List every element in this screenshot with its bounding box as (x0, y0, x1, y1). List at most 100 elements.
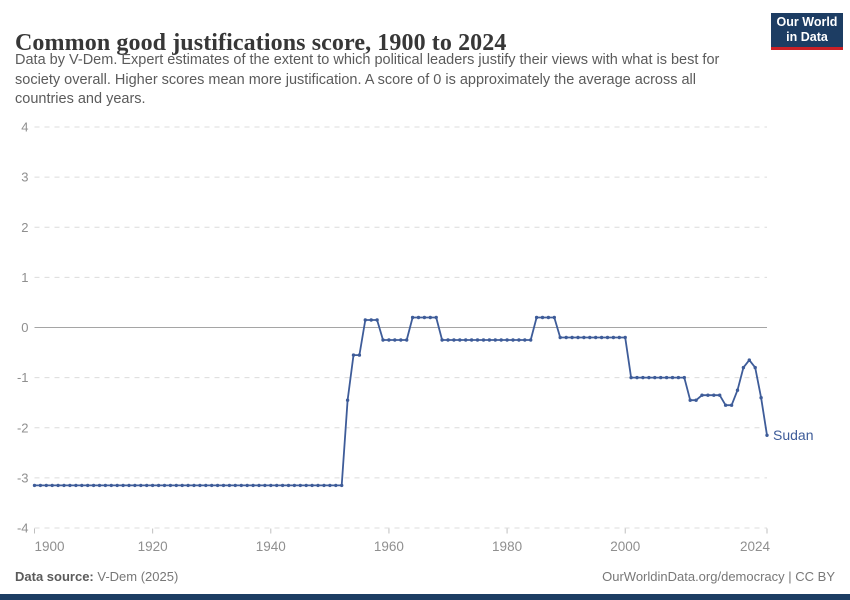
y-axis-tick-label: 4 (21, 120, 28, 135)
data-point (363, 318, 367, 322)
data-point (706, 393, 710, 397)
data-point (227, 483, 232, 488)
data-point (753, 365, 757, 370)
subtitle-line-1: Data by V-Dem. Expert estimates of the e… (15, 52, 720, 68)
data-point (245, 483, 249, 488)
data-point (523, 338, 527, 342)
data-point (381, 338, 385, 342)
data-point (505, 338, 509, 342)
data-point (422, 315, 427, 320)
data-point (469, 338, 474, 342)
data-point (399, 338, 403, 342)
data-point (316, 483, 320, 488)
data-point (688, 398, 692, 402)
x-axis-tick-label: 1940 (256, 539, 286, 554)
data-point (275, 483, 279, 488)
data-point (481, 338, 486, 342)
data-point (682, 375, 686, 380)
data-point (233, 483, 237, 488)
data-point (694, 398, 698, 402)
data-point (499, 338, 503, 342)
owid-logo[interactable]: Our World in Data (771, 13, 843, 50)
data-point (446, 338, 450, 342)
data-point (357, 353, 362, 357)
data-point (546, 315, 551, 320)
data-point (517, 338, 521, 342)
data-point (192, 483, 196, 488)
y-axis-tick-label: -2 (17, 420, 29, 435)
data-point (162, 483, 167, 488)
data-point (62, 483, 66, 488)
subtitle-line-3: countries and years. (15, 91, 146, 107)
data-point (599, 335, 604, 340)
data-point (328, 483, 332, 488)
data-point (629, 375, 633, 380)
data-point (210, 483, 214, 488)
data-point (304, 483, 308, 488)
data-point (735, 388, 740, 392)
data-point (765, 433, 769, 437)
data-point (718, 393, 722, 397)
chart-subtitle: Data by V-Dem. Expert estimates of the e… (15, 51, 775, 110)
data-point (80, 483, 84, 488)
data-point (121, 483, 125, 488)
data-point (345, 398, 350, 402)
data-point (127, 483, 131, 488)
data-point (174, 483, 178, 488)
data-point (115, 483, 119, 488)
x-axis-tick-label: 2000 (610, 539, 640, 554)
data-point (564, 335, 568, 340)
data-point (729, 403, 734, 407)
data-point (576, 335, 580, 340)
data-point (605, 335, 610, 340)
data-point (32, 483, 37, 488)
x-axis-tick-label: 1920 (138, 539, 168, 554)
data-point (747, 358, 751, 362)
data-point (168, 483, 173, 488)
data-point (91, 483, 96, 488)
y-axis-tick-label: 1 (21, 270, 28, 285)
data-point (493, 338, 497, 342)
y-axis-tick-label: 2 (21, 220, 28, 235)
data-point (334, 483, 338, 488)
data-point (676, 375, 681, 380)
data-source-value: V-Dem (2025) (97, 569, 179, 584)
data-point (487, 338, 492, 342)
owid-license-link[interactable]: OurWorldinData.org/democracy | CC BY (602, 569, 835, 584)
data-point (458, 338, 462, 342)
data-point (369, 318, 373, 322)
data-point (670, 375, 675, 380)
data-point (221, 483, 226, 488)
data-point (156, 483, 161, 488)
data-source-label: Data source: (15, 569, 94, 584)
data-point (263, 483, 267, 488)
data-point (393, 338, 397, 342)
data-point (180, 483, 184, 488)
data-point (434, 315, 438, 320)
data-point (186, 483, 190, 488)
data-point (298, 483, 302, 488)
y-axis-tick-label: -3 (17, 470, 29, 485)
data-point (475, 338, 480, 342)
x-axis-tick-label: 1980 (492, 539, 522, 554)
logo-text-line-2: in Data (786, 30, 828, 44)
data-point (623, 335, 627, 340)
x-axis-tick-label: 1960 (374, 539, 404, 554)
data-point (74, 483, 78, 488)
data-point (150, 483, 155, 488)
data-point (68, 483, 72, 488)
data-point (723, 403, 728, 407)
data-point (310, 483, 314, 488)
data-point (611, 335, 616, 340)
data-point (552, 315, 556, 320)
data-point (540, 315, 545, 320)
data-point (133, 483, 137, 488)
data-point (269, 483, 273, 488)
data-point (440, 338, 444, 342)
data-point (405, 338, 409, 342)
data-point (375, 318, 379, 322)
data-point (280, 483, 285, 488)
data-source: Data source: V-Dem (2025) (15, 569, 178, 584)
data-point (322, 483, 326, 488)
